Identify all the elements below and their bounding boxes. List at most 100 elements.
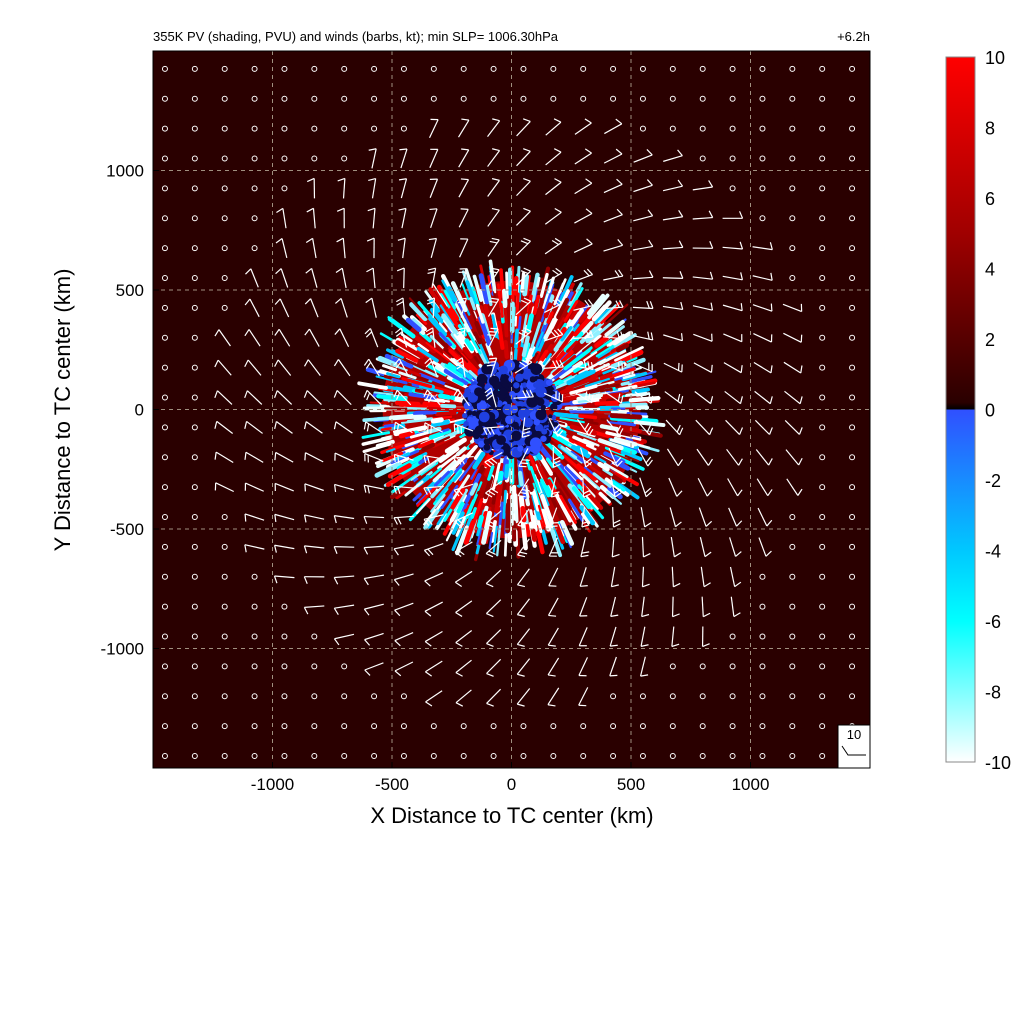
wind-barb-staff: [700, 566, 705, 587]
wind-barb-feather: [584, 118, 592, 124]
pv-streak: [571, 486, 591, 510]
wind-barb-staff: [544, 302, 563, 313]
wind-barb: [604, 118, 623, 135]
wind-barb-staff: [304, 483, 324, 492]
calm-wind-marker: [191, 753, 198, 760]
calm-wind-marker: [759, 693, 766, 700]
wind-barb: [274, 451, 294, 463]
colorbar-tick-label: -4: [985, 542, 1001, 562]
pv-streak: [480, 510, 489, 528]
wind-barb-staff: [454, 541, 473, 553]
wind-barb-feather: [584, 422, 590, 431]
wind-barb-staff: [364, 484, 384, 490]
wind-barb-staff: [692, 305, 713, 311]
wind-barb-feather: [583, 489, 591, 495]
wind-barb: [368, 177, 377, 199]
wind-barb-staff: [517, 538, 530, 556]
wind-barb: [693, 333, 713, 342]
pv-core-blob: [499, 374, 510, 385]
wind-barb-staff: [516, 568, 530, 586]
wind-barb-feather: [455, 611, 463, 617]
wind-barb: [548, 418, 564, 437]
wind-barb: [214, 420, 234, 434]
wind-barb: [724, 390, 743, 405]
calm-wind-marker: [221, 65, 228, 72]
pv-streak: [569, 307, 580, 320]
wind-barb-feather: [427, 297, 435, 302]
calm-wind-marker: [191, 125, 198, 132]
wind-barb-feather: [673, 582, 681, 588]
wind-barb-feather: [363, 578, 369, 586]
pv-streak: [445, 332, 463, 353]
pv-streak: [621, 371, 648, 382]
colorbar-tick-label: 8: [985, 119, 995, 139]
wind-barb-staff: [245, 451, 264, 463]
wind-barb-feather: [611, 584, 619, 588]
pv-streak: [621, 443, 649, 456]
wind-barb-feather: [488, 550, 496, 555]
wind-barb: [303, 514, 325, 523]
pv-streak: [585, 444, 597, 451]
wind-barb-feather: [553, 329, 560, 337]
wind-barb-staff: [369, 328, 379, 348]
wind-barb-staff: [670, 536, 675, 557]
wind-barb-feather: [555, 360, 561, 368]
wind-barb: [214, 451, 234, 464]
wind-barb-feather: [798, 427, 803, 435]
wind-barb-feather: [490, 427, 495, 435]
pv-streak: [599, 387, 613, 393]
wind-barb: [274, 513, 295, 522]
wind-barb-staff: [632, 245, 653, 251]
x-axis-ticks: -1000 -500 0 500 1000: [251, 762, 769, 794]
wind-barb-staff: [516, 598, 531, 615]
wind-barb-feather: [427, 548, 434, 556]
wind-barb: [304, 483, 324, 492]
wind-barb: [727, 478, 743, 497]
calm-wind-marker: [341, 155, 348, 162]
pv-streak: [418, 456, 429, 465]
wind-barb-feather: [488, 520, 496, 526]
wind-barb-staff: [664, 391, 682, 405]
pv-streak: [405, 317, 422, 333]
wind-barb-feather: [768, 458, 773, 466]
wind-barb: [573, 299, 594, 311]
wind-barb-feather: [703, 582, 711, 588]
wind-barb-staff: [665, 419, 681, 436]
wind-barb: [458, 208, 469, 228]
pv-streak: [629, 375, 653, 384]
pv-streak: [529, 466, 541, 493]
wind-barb-feather: [618, 428, 624, 436]
pv-streak: [566, 368, 596, 386]
calm-wind-marker: [221, 663, 228, 670]
wind-barb-staff: [516, 210, 531, 226]
wind-barb-feather: [304, 452, 307, 461]
wind-barb-feather: [552, 360, 557, 368]
wind-barb-feather: [680, 333, 683, 341]
wind-barb-feather: [244, 513, 247, 522]
pv-streak: [448, 348, 473, 373]
wind-barb-feather: [644, 522, 652, 528]
wind-barb: [394, 358, 410, 377]
pv-streak: [547, 479, 557, 495]
calm-wind-marker: [161, 693, 168, 700]
pv-streak: [497, 283, 502, 308]
wind-barb: [692, 271, 714, 280]
calm-wind-marker: [729, 633, 736, 640]
wind-barb: [303, 390, 322, 405]
wind-barb-staff: [603, 306, 624, 310]
wind-barb-feather: [363, 608, 370, 616]
wind-barb: [635, 419, 654, 436]
wind-barb: [701, 626, 710, 648]
calm-wind-marker: [759, 95, 766, 102]
wind-barb-feather: [274, 328, 280, 336]
wind-barb-feather: [620, 395, 624, 404]
wind-barb-feather: [363, 516, 368, 524]
pv-streak: [587, 293, 610, 320]
wind-barb-feather: [553, 148, 562, 153]
wind-barb-feather: [306, 207, 314, 213]
calm-wind-marker: [191, 364, 198, 371]
wind-barb-staff: [484, 451, 503, 463]
wind-barb-staff: [543, 366, 564, 369]
pv-streak: [633, 420, 666, 428]
wind-barb-feather: [585, 208, 593, 214]
